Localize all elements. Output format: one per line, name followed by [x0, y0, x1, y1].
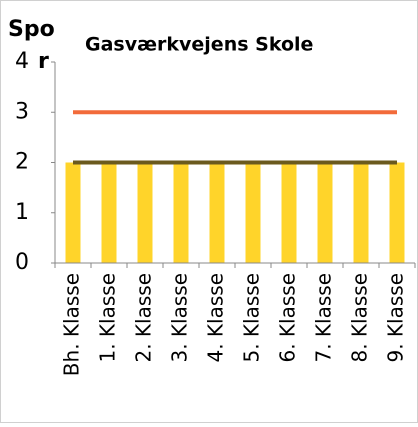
- bar: [389, 162, 405, 263]
- bar: [209, 162, 225, 263]
- x-tick-label: 6. Klasse: [276, 273, 300, 363]
- x-tick-label: 5. Klasse: [240, 273, 264, 363]
- bar: [65, 162, 81, 263]
- y-axis-label: Spo: [8, 17, 55, 42]
- x-tick-label: 7. Klasse: [312, 273, 336, 363]
- y-tick-label: 3: [15, 99, 29, 124]
- bar: [245, 162, 261, 263]
- x-tick-label: 9. Klasse: [384, 273, 408, 363]
- x-tick-label: 3. Klasse: [168, 273, 192, 363]
- y-tick-label: 4: [15, 49, 29, 74]
- bar: [281, 162, 297, 263]
- x-tick-label: Bh. Klasse: [60, 273, 84, 376]
- y-tick-label: 0: [15, 250, 29, 275]
- x-tick-label: 2. Klasse: [132, 273, 156, 363]
- chart-title: Gasværkvejens Skole: [85, 34, 313, 56]
- bar: [101, 162, 117, 263]
- bar: [353, 162, 369, 263]
- bar: [137, 162, 153, 263]
- y-tick-label: 2: [15, 150, 29, 175]
- x-tick-label: 4. Klasse: [204, 273, 228, 363]
- y-tick-label: 1: [15, 200, 29, 225]
- annotation: r: [38, 49, 49, 74]
- bar: [173, 162, 189, 263]
- bar: [317, 162, 333, 263]
- x-tick-label: 8. Klasse: [348, 273, 372, 363]
- x-tick-label: 1. Klasse: [96, 273, 120, 363]
